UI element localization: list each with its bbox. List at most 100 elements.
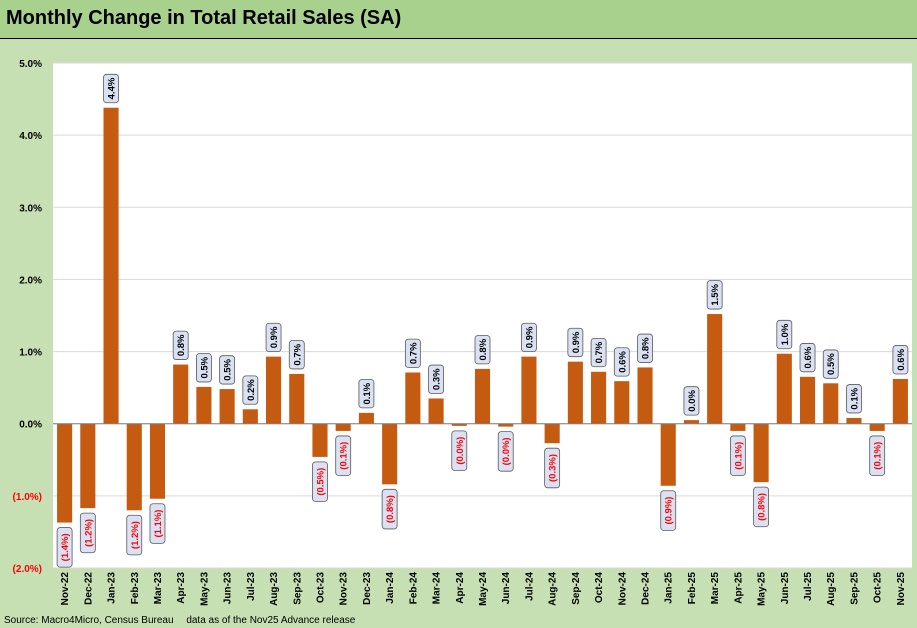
x-tick-label: May-23	[199, 572, 210, 606]
data-label-box	[729, 435, 746, 476]
bar	[80, 423, 96, 509]
data-label-text: (1.4%)	[60, 533, 71, 561]
plot-area	[53, 63, 912, 568]
data-label: 0.6%	[892, 345, 909, 375]
data-label: 0.3%	[428, 364, 444, 394]
data-label: 0.9%	[521, 322, 537, 353]
data-label-text: (0.1%)	[873, 442, 884, 470]
data-label: 0.8%	[172, 330, 189, 360]
data-label-box	[753, 486, 769, 528]
bar	[892, 378, 908, 424]
bar	[382, 423, 398, 485]
data-label-text: (0.1%)	[733, 442, 744, 470]
data-label: (0.5%)	[312, 461, 328, 502]
x-tick-label: May-25	[757, 572, 768, 606]
x-tick-label: Feb-23	[130, 572, 141, 605]
x-tick-label: Nov-23	[339, 572, 350, 606]
x-tick-label: Jun-25	[780, 572, 791, 605]
bar	[126, 423, 142, 511]
data-date-note: data as of the Nov25 Advance release	[186, 615, 356, 626]
x-tick-label: Jul-23	[246, 572, 257, 601]
bar	[498, 423, 514, 427]
data-label: 0.6%	[799, 343, 816, 373]
data-label-box	[892, 345, 909, 375]
data-label-box	[637, 333, 653, 363]
data-label-text: 0.6%	[896, 348, 907, 370]
bar	[614, 381, 630, 424]
x-tick-label: Jun-23	[223, 572, 234, 605]
data-label: (0.1%)	[335, 435, 352, 476]
x-tick-label: Jul-24	[524, 572, 535, 601]
y-tick-label: 2.0%	[19, 275, 42, 286]
data-label-box	[683, 386, 700, 416]
data-label-text: (0.1%)	[339, 442, 350, 470]
bar	[799, 376, 816, 424]
data-label-text: 0.3%	[432, 368, 443, 390]
data-label: 0.5%	[219, 355, 236, 385]
data-label: (0.0%)	[451, 430, 468, 471]
bar	[196, 386, 212, 424]
bar	[776, 353, 792, 424]
bar	[846, 417, 862, 424]
data-label: (1.2%)	[126, 514, 143, 556]
data-label-box	[288, 340, 305, 370]
data-label-box	[706, 280, 723, 310]
data-label-box	[822, 349, 839, 379]
bar	[242, 409, 258, 424]
footer: Source: Macro4Micro, Census Bureau data …	[4, 615, 365, 626]
data-label: 0.7%	[288, 340, 305, 370]
y-tick-label: 1.0%	[19, 348, 42, 359]
data-label: 0.8%	[637, 333, 653, 363]
data-label: (1.1%)	[149, 503, 166, 544]
data-label-box	[521, 322, 537, 353]
bar	[173, 364, 189, 424]
bar	[707, 314, 723, 424]
x-tick-label: Sep-25	[849, 572, 860, 605]
y-tick-label: 5.0%	[19, 59, 42, 70]
bar	[428, 398, 444, 424]
data-label-text: 0.7%	[594, 341, 605, 363]
data-label-box	[474, 335, 491, 365]
data-label: (0.1%)	[869, 435, 886, 476]
data-label-box	[567, 327, 584, 358]
data-label: 0.8%	[474, 335, 491, 365]
data-label-text: 0.5%	[223, 359, 234, 381]
bar	[869, 423, 885, 431]
data-label: 0.0%	[683, 386, 700, 416]
data-label-box	[126, 514, 143, 556]
bar	[567, 361, 583, 424]
data-label: 0.7%	[590, 337, 607, 368]
bar	[57, 423, 73, 523]
data-label-box	[312, 461, 328, 502]
x-tick-label: Mar-25	[710, 572, 721, 605]
data-label-box	[149, 503, 166, 544]
data-label: 1.0%	[776, 319, 793, 350]
x-tick-label: Aug-25	[826, 572, 837, 606]
data-label-box	[358, 379, 375, 409]
x-tick-label: May-24	[478, 572, 489, 606]
data-label-text: 0.7%	[292, 343, 303, 365]
data-label-box	[590, 337, 607, 368]
data-label-text: 4.4%	[107, 77, 118, 99]
bar	[730, 423, 746, 431]
x-tick-label: Sep-24	[571, 572, 582, 605]
x-tick-label: Jan-24	[385, 572, 396, 604]
data-label: (0.9%)	[660, 490, 677, 531]
y-tick-label: (2.0%)	[13, 564, 42, 575]
data-label: 0.9%	[265, 322, 282, 353]
data-label-box	[79, 512, 96, 554]
data-label-text: (0.3%)	[548, 454, 559, 482]
data-label-text: (0.8%)	[757, 493, 768, 521]
data-label-box	[103, 73, 119, 104]
data-label: 4.4%	[103, 73, 119, 104]
data-label: (0.3%)	[544, 447, 561, 489]
x-tick-label: Dec-22	[83, 572, 94, 605]
x-tick-label: Oct-24	[594, 572, 605, 604]
data-label-box	[613, 347, 630, 377]
bar	[149, 423, 166, 499]
bar	[521, 356, 537, 424]
data-label-box	[335, 435, 352, 476]
x-tick-label: Oct-23	[315, 572, 326, 604]
data-label: 0.5%	[196, 353, 212, 383]
x-tick-label: Nov-24	[617, 572, 628, 606]
